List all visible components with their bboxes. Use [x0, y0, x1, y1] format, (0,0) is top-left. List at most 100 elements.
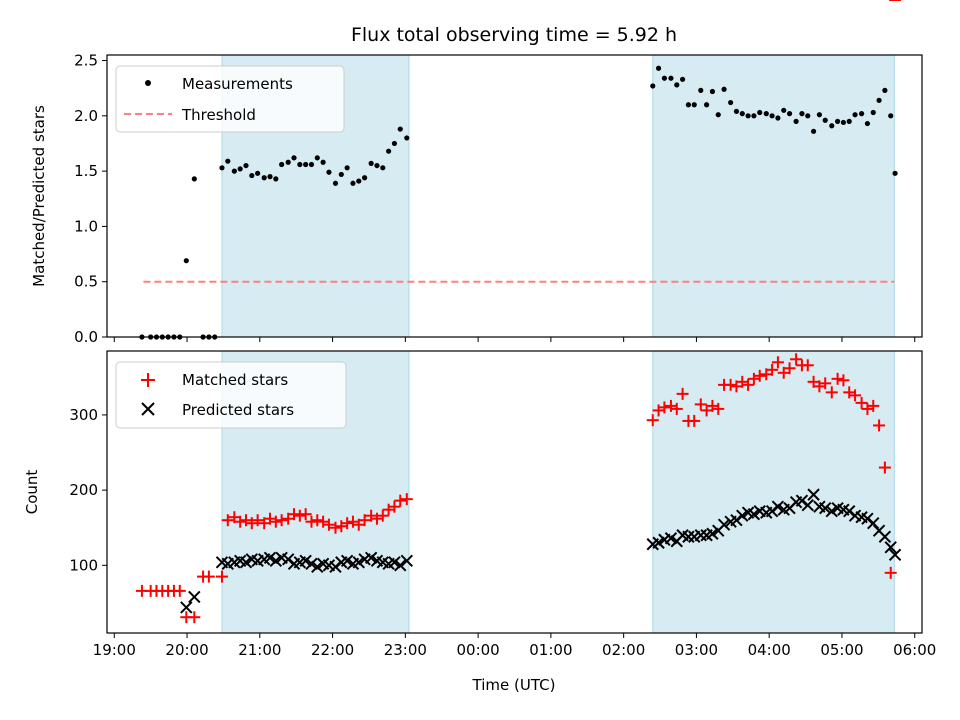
predicted-star-point: [801, 498, 814, 512]
x-tick-label: 02:00: [602, 641, 645, 659]
measurement-point: [840, 119, 847, 126]
matched-star-point: [688, 414, 701, 427]
matched-star-point: [884, 566, 897, 579]
predicted-star-stroke: [215, 556, 229, 569]
top-x-ticks: [113, 337, 916, 342]
matched-star-point: [173, 584, 186, 597]
predicted-star-stroke: [263, 551, 277, 565]
measurement-point: [219, 165, 225, 171]
predicted-star-point: [269, 554, 283, 568]
bottom-shaded-interval-1: [652, 350, 895, 634]
predicted-stars-points: [180, 488, 902, 614]
measurement-point: [267, 174, 273, 180]
matched-star-point: [849, 389, 862, 402]
matched-star-point: [311, 514, 324, 527]
measurement-point: [852, 112, 858, 118]
bottom-axes-frame: [106, 350, 923, 634]
predicted-star-stroke: [801, 498, 814, 512]
predicted-star-stroke: [741, 506, 755, 519]
matched-star-point: [873, 419, 886, 432]
top-y-tick-label: 2.0: [74, 107, 98, 125]
measurement-point: [781, 107, 787, 113]
x-tick-label: 01:00: [529, 641, 572, 659]
predicted-star-point: [352, 556, 365, 569]
predicted-star-point: [299, 554, 312, 568]
measurement-point: [892, 170, 898, 176]
x-tick-label: 22:00: [311, 641, 354, 659]
matched-star-point: [819, 377, 832, 390]
predicted-star-stroke: [364, 551, 378, 565]
measurement-point: [255, 170, 261, 176]
measurement-point: [332, 180, 339, 186]
bottom-y-axis: 100 200 300: [69, 406, 107, 574]
matched-star-point: [646, 414, 659, 427]
measurement-point: [864, 120, 871, 127]
top-shaded-interval-1: [652, 54, 895, 338]
measurement-point: [344, 165, 350, 171]
measurement-point: [728, 99, 734, 106]
measurement-point: [661, 75, 668, 81]
predicted-star-stroke: [694, 529, 707, 542]
measurement-point: [799, 111, 805, 117]
legend-predicted-label: Predicted stars: [182, 401, 294, 419]
matched-star-point: [305, 515, 318, 528]
matched-star-point: [825, 386, 838, 399]
predicted-star-stroke: [848, 509, 862, 522]
measurement-point: [834, 118, 841, 124]
measurement-point: [882, 87, 888, 93]
chart-title: Flux total observing time = 5.92 h: [351, 24, 677, 46]
measurement-point: [888, 113, 894, 119]
measurement-point: [249, 172, 255, 179]
predicted-star-stroke: [717, 518, 731, 531]
predicted-star-stroke: [706, 527, 719, 540]
measurement-point: [368, 160, 374, 166]
measurement-point: [297, 161, 303, 168]
matched-star-point: [251, 514, 264, 527]
matched-star-point: [376, 509, 389, 522]
predicted-star-point: [771, 500, 785, 513]
top-legend: Measurements Threshold: [115, 65, 345, 133]
matched-star-point: [322, 518, 335, 531]
measurement-point: [876, 97, 882, 103]
predicted-star-stroke: [370, 554, 384, 568]
top-axes-frame: [106, 54, 923, 338]
matched-star-point: [676, 387, 689, 400]
measurement-point: [397, 126, 403, 132]
matched-star-point: [867, 399, 880, 412]
top-y-tick-label: 2.5: [74, 52, 98, 70]
measurement-point: [314, 155, 320, 161]
predicted-star-stroke: [305, 557, 318, 571]
measurement-point: [816, 112, 822, 118]
measurement-point: [231, 168, 237, 174]
measurement-point: [721, 86, 727, 92]
measurement-point: [285, 159, 291, 165]
predicted-star-stroke: [855, 510, 868, 524]
predicted-star-stroke: [388, 556, 401, 569]
matched-star-point: [394, 494, 407, 507]
bottom-y-tick-label: 100: [69, 556, 98, 574]
measurement-point: [243, 162, 249, 169]
measurement-point: [655, 65, 662, 71]
predicted-star-point: [180, 601, 193, 614]
measurement-point: [810, 128, 817, 134]
measurement-point: [757, 109, 763, 116]
matched-star-point: [358, 514, 371, 527]
matched-star-point: [878, 461, 891, 474]
measurement-point: [356, 178, 362, 184]
measurement-point: [733, 108, 740, 114]
predicted-star-point: [747, 507, 761, 521]
measurement-point: [404, 135, 410, 141]
predicted-star-point: [888, 548, 902, 561]
legend-matched-label: Matched stars: [182, 371, 288, 389]
predicted-star-stroke: [888, 548, 902, 561]
predicted-star-stroke: [664, 532, 678, 545]
x-tick-label: 00:00: [456, 641, 499, 659]
bottom-legend-box: [115, 361, 347, 429]
measurement-point: [380, 165, 386, 171]
predicted-star-stroke: [245, 553, 259, 566]
predicted-star-stroke: [188, 590, 201, 604]
top-y-tick-label: 1.0: [74, 217, 98, 235]
predicted-star-stroke: [807, 488, 820, 501]
measurement-point: [668, 75, 674, 81]
top-y-tick-label: 0.0: [74, 328, 98, 346]
